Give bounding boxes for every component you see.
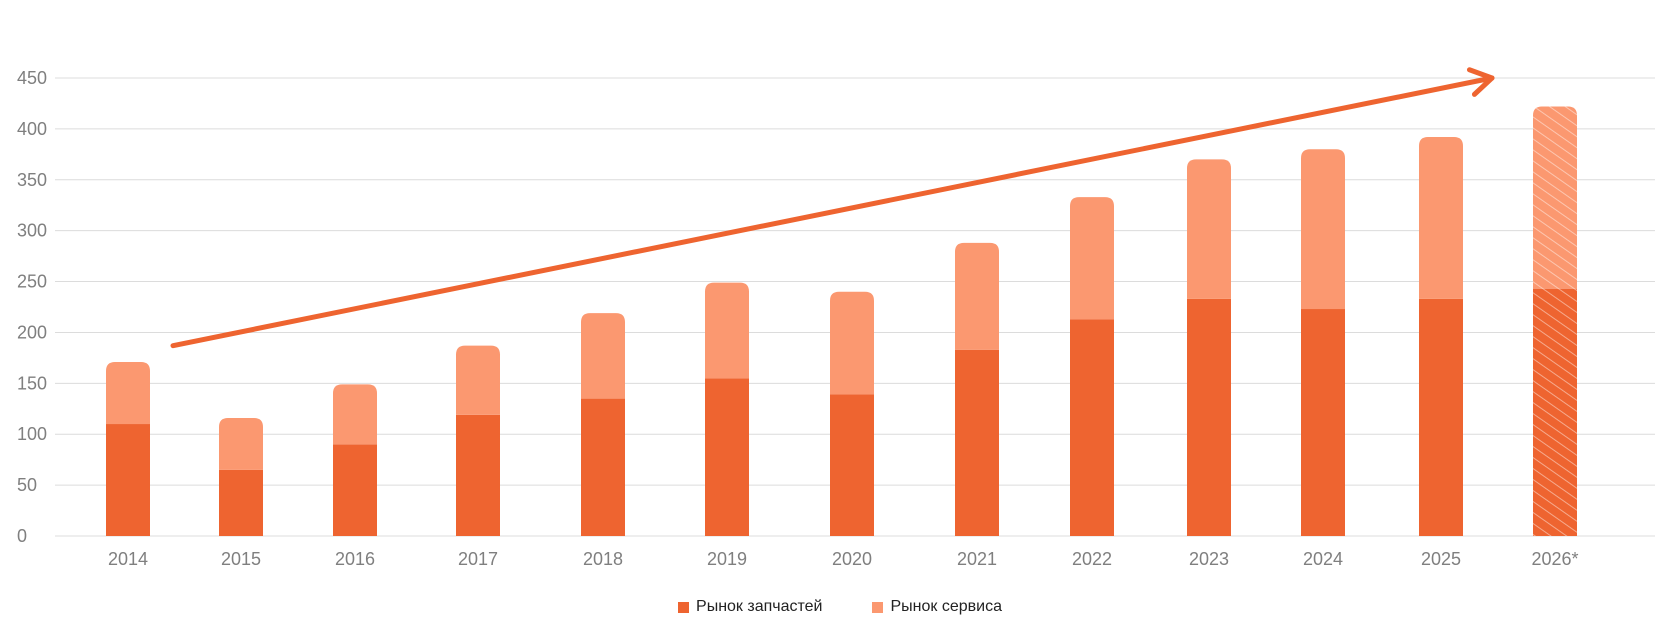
bar-segment-parts-2025: [1419, 298, 1463, 536]
x-tick-label: 2016: [335, 549, 375, 569]
x-axis-tick-labels: 2014 2015 2016 2017 2018 2019 2020 2021 2022 2023…: [108, 549, 1579, 569]
bar-segment-parts-2021: [955, 349, 999, 536]
legend-item-service: Рынок сервиса: [872, 598, 1002, 616]
x-tick-label: 2025: [1421, 549, 1461, 569]
x-tick-label: 2024: [1303, 549, 1343, 569]
y-tick-label: 300: [17, 221, 47, 241]
bar-segment-service-2014: [106, 361, 150, 425]
legend: Рынок запчастей Рынок сервиса: [0, 598, 1680, 616]
bar-segment-parts-2023: [1187, 298, 1231, 536]
bar-segment-parts-2017: [456, 414, 500, 536]
bar-segment-parts-2014: [106, 424, 150, 536]
bar-segment-service-2022: [1070, 197, 1114, 320]
bar-segment-service-2019: [705, 282, 749, 379]
y-tick-label: 450: [17, 68, 47, 88]
bar-segment-service-2023: [1187, 159, 1231, 299]
legend-swatch-parts: [678, 601, 690, 613]
bar-segment-service-2021: [955, 242, 999, 350]
bar-segment-service-2017: [456, 345, 500, 415]
bar-segment-service-2026: [1533, 106, 1577, 289]
y-tick-label: 350: [17, 170, 47, 190]
y-tick-label: 250: [17, 272, 47, 292]
bar-segment-service-2020: [830, 291, 874, 395]
x-tick-label: 2015: [221, 549, 261, 569]
bar-segment-parts-2016: [333, 444, 377, 536]
x-tick-label: 2020: [832, 549, 872, 569]
bars: [106, 106, 1577, 536]
bar-segment-parts-2026: [1533, 288, 1577, 536]
legend-item-parts: Рынок запчастей: [678, 598, 822, 616]
y-tick-label: 50: [17, 475, 37, 495]
legend-swatch-service: [872, 601, 884, 613]
trend-arrow: [170, 67, 1495, 349]
x-tick-label: 2017: [458, 549, 498, 569]
legend-label-parts: Рынок запчастей: [696, 598, 823, 615]
y-axis-tick-labels: 0 50 100 150 200 250 300 350 400 450: [17, 68, 47, 546]
bar-segment-parts-2018: [581, 398, 625, 536]
bar-segment-parts-2015: [219, 469, 263, 536]
x-tick-label: 2014: [108, 549, 148, 569]
bar-segment-parts-2019: [705, 378, 749, 536]
bar-segment-service-2024: [1301, 149, 1345, 310]
x-tick-label: 2018: [583, 549, 623, 569]
bar-segment-service-2015: [219, 417, 263, 470]
y-tick-label: 400: [17, 119, 47, 139]
y-tick-label: 0: [17, 526, 27, 546]
x-tick-label: 2026*: [1531, 549, 1578, 569]
y-tick-label: 200: [17, 322, 47, 342]
bar-segment-service-2025: [1419, 137, 1463, 299]
bar-segment-parts-2024: [1301, 309, 1345, 536]
x-tick-label: 2021: [957, 549, 997, 569]
trend-arrow-head: [1466, 67, 1495, 97]
bar-segment-service-2016: [333, 384, 377, 445]
x-tick-label: 2019: [707, 549, 747, 569]
bar-segment-service-2018: [581, 313, 625, 399]
legend-label-service: Рынок сервиса: [890, 598, 1002, 615]
trend-arrow-line: [170, 75, 1495, 349]
x-tick-label: 2023: [1189, 549, 1229, 569]
bar-segment-parts-2020: [830, 394, 874, 536]
y-tick-label: 150: [17, 373, 47, 393]
y-tick-label: 100: [17, 424, 47, 444]
bar-segment-parts-2022: [1070, 319, 1114, 536]
x-tick-label: 2022: [1072, 549, 1112, 569]
